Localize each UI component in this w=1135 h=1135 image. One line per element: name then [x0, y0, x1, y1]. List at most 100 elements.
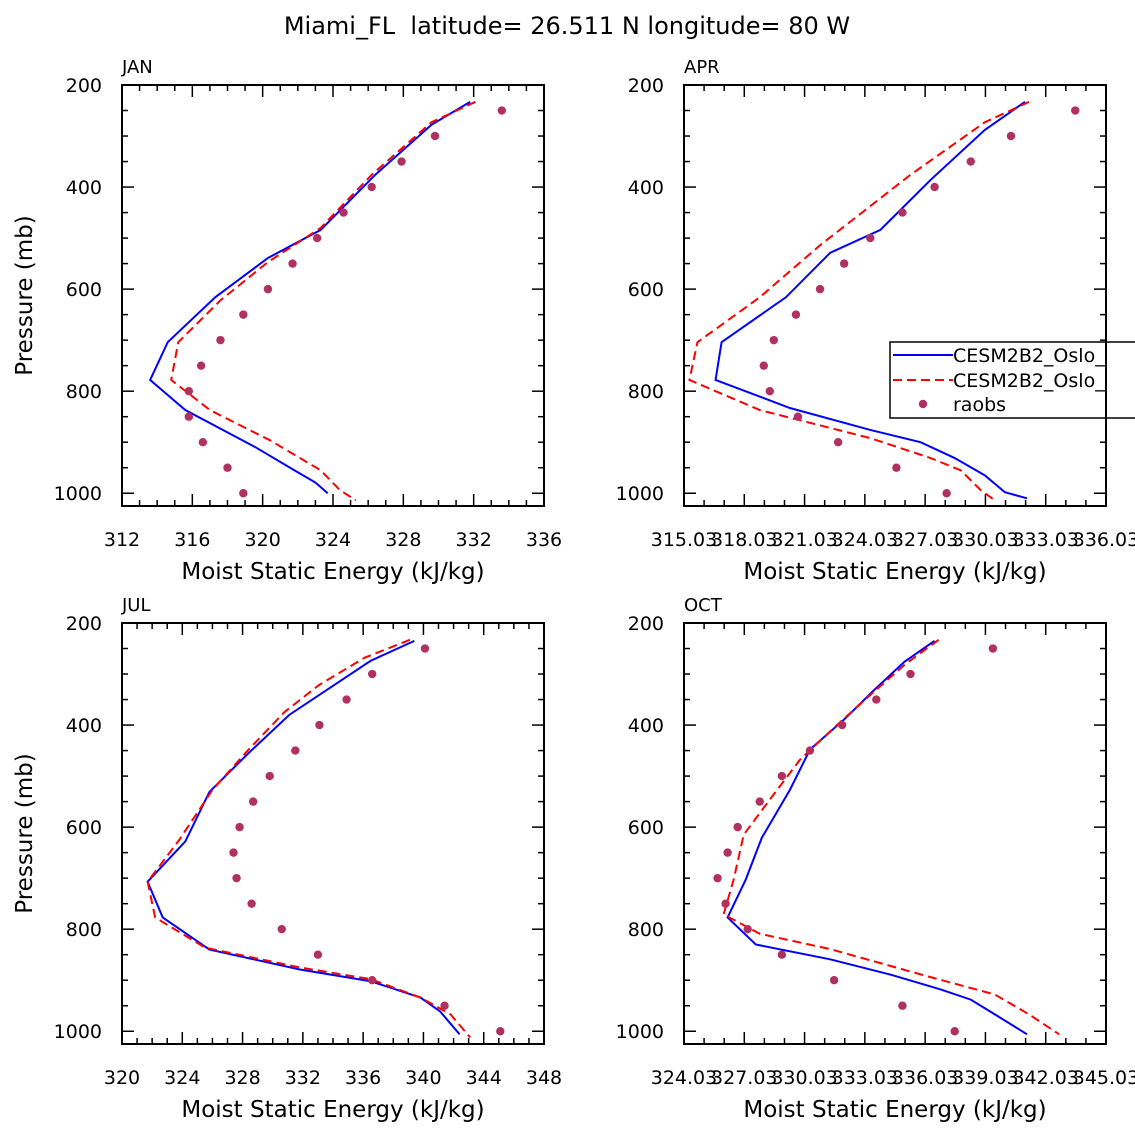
raobs-point: [906, 669, 915, 679]
raobs-point: [898, 1001, 907, 1010]
legend-label: CESM2B2_Oslo_: [953, 345, 1105, 367]
x-tick-label: 336.03: [1073, 529, 1135, 551]
raobs-point: [184, 412, 194, 421]
raobs-point: [872, 695, 881, 704]
raobs-point: [239, 310, 248, 319]
y-tick-label: 200: [66, 75, 102, 97]
y-tick-label: 200: [628, 75, 664, 97]
model-line-dashed: [688, 100, 1030, 502]
x-tick-label: 324: [164, 1067, 200, 1089]
raobs-point: [397, 157, 406, 166]
legend-marker-dot: [918, 399, 928, 409]
panel-title: JAN: [121, 57, 153, 78]
raobs-point: [277, 924, 286, 934]
y-tick-label: 200: [66, 613, 102, 635]
y-tick-label: 600: [628, 817, 664, 839]
raobs-point: [805, 746, 815, 755]
plot-frame: [121, 622, 545, 1045]
raobs-point: [777, 950, 787, 959]
y-tick-label: 200: [628, 613, 664, 635]
raobs-point: [248, 797, 258, 806]
raobs-point: [759, 361, 768, 370]
y-tick-label: 600: [628, 279, 664, 301]
raobs-point: [184, 386, 194, 396]
raobs-point: [815, 284, 825, 294]
panel-jan: JAN 200 400 600 800 1000 312 316 320 324 328 332 336…: [12, 57, 562, 585]
raobs-point: [239, 489, 248, 498]
raobs-point: [966, 157, 975, 166]
panel-title: OCT: [684, 595, 723, 616]
legend: CESM2B2_Oslo_ CESM2B2_Oslo_raobs: [889, 341, 1135, 419]
raobs-point: [232, 873, 241, 883]
raobs-point: [288, 259, 297, 268]
y-tick-label: 400: [628, 177, 664, 199]
x-tick-label: 340: [405, 1067, 441, 1089]
raobs-point: [743, 924, 752, 934]
x-tick-label: 336: [345, 1067, 381, 1089]
x-tick-label: 339.03: [952, 1067, 1018, 1089]
plot-frame: [683, 84, 1107, 507]
raobs-point: [950, 1027, 959, 1036]
panel-oct: OCT 200 400 600 800 1000 324.03327.03330.03333…: [616, 595, 1135, 1123]
y-tick-label: 800: [628, 919, 664, 941]
raobs-point: [866, 233, 875, 243]
raobs-point: [315, 720, 324, 730]
x-axis-label: Moist Static Energy (kJ/kg): [743, 1097, 1046, 1123]
x-tick-label: 320: [104, 1067, 140, 1089]
raobs-point: [777, 771, 787, 781]
x-tick-label: 348: [526, 1067, 562, 1089]
raobs-point: [898, 208, 907, 217]
x-tick-label: 332: [285, 1067, 321, 1089]
y-tick-label: 400: [66, 715, 102, 737]
raobs-point: [791, 310, 801, 319]
x-tick-label: 330.03: [952, 529, 1018, 551]
y-tick-label: 400: [628, 715, 664, 737]
y-tick-label: 800: [66, 919, 102, 941]
raobs-point: [229, 848, 238, 857]
raobs-point: [216, 335, 225, 345]
x-tick-label: 321.03: [771, 529, 837, 551]
raobs-point: [198, 438, 208, 447]
raobs-point: [496, 1027, 505, 1036]
x-tick-label: 345.03: [1073, 1067, 1135, 1089]
model-line-solid: [146, 639, 461, 1035]
x-tick-label: 327.03: [892, 529, 958, 551]
raobs-point: [313, 950, 323, 959]
y-tick-label: 600: [66, 817, 102, 839]
x-tick-label: 315.03: [651, 529, 717, 551]
raobs-point: [367, 669, 377, 679]
raobs-point: [497, 106, 506, 115]
raobs-point: [367, 182, 376, 192]
raobs-point: [721, 899, 730, 908]
raobs-point: [769, 335, 779, 345]
model-line-dashed: [170, 100, 476, 502]
raobs-point: [235, 822, 244, 832]
raobs-point: [263, 284, 273, 294]
x-tick-label: 312: [104, 529, 140, 551]
x-tick-label: 327.03: [711, 1067, 777, 1089]
raobs-point: [713, 873, 722, 883]
raobs-point: [892, 463, 901, 472]
x-tick-label: 333.03: [832, 1067, 898, 1089]
y-tick-label: 1000: [616, 1021, 664, 1043]
raobs-point: [833, 438, 843, 447]
x-tick-label: 324: [315, 529, 351, 551]
raobs-point: [367, 976, 377, 985]
x-axis-label: Moist Static Energy (kJ/kg): [181, 1097, 484, 1123]
x-tick-label: 320: [245, 529, 281, 551]
y-tick-label: 1000: [54, 1021, 102, 1043]
x-tick-label: 316: [174, 529, 210, 551]
panel-title: JUL: [121, 595, 151, 616]
x-tick-label: 318.03: [711, 529, 777, 551]
raobs-point: [793, 412, 803, 421]
x-axis-label: Moist Static Energy (kJ/kg): [743, 559, 1046, 585]
x-tick-label: 333.03: [1012, 529, 1078, 551]
y-tick-label: 800: [628, 381, 664, 403]
y-tick-label: 400: [66, 177, 102, 199]
raobs-point: [829, 976, 839, 985]
x-tick-label: 324.03: [832, 529, 898, 551]
panel-apr: APR 200 400 600 800 1000 315.03318.03321.03324…: [616, 57, 1135, 585]
y-tick-label: 800: [66, 381, 102, 403]
x-tick-label: 342.03: [1012, 1067, 1078, 1089]
raobs-point: [430, 131, 440, 141]
